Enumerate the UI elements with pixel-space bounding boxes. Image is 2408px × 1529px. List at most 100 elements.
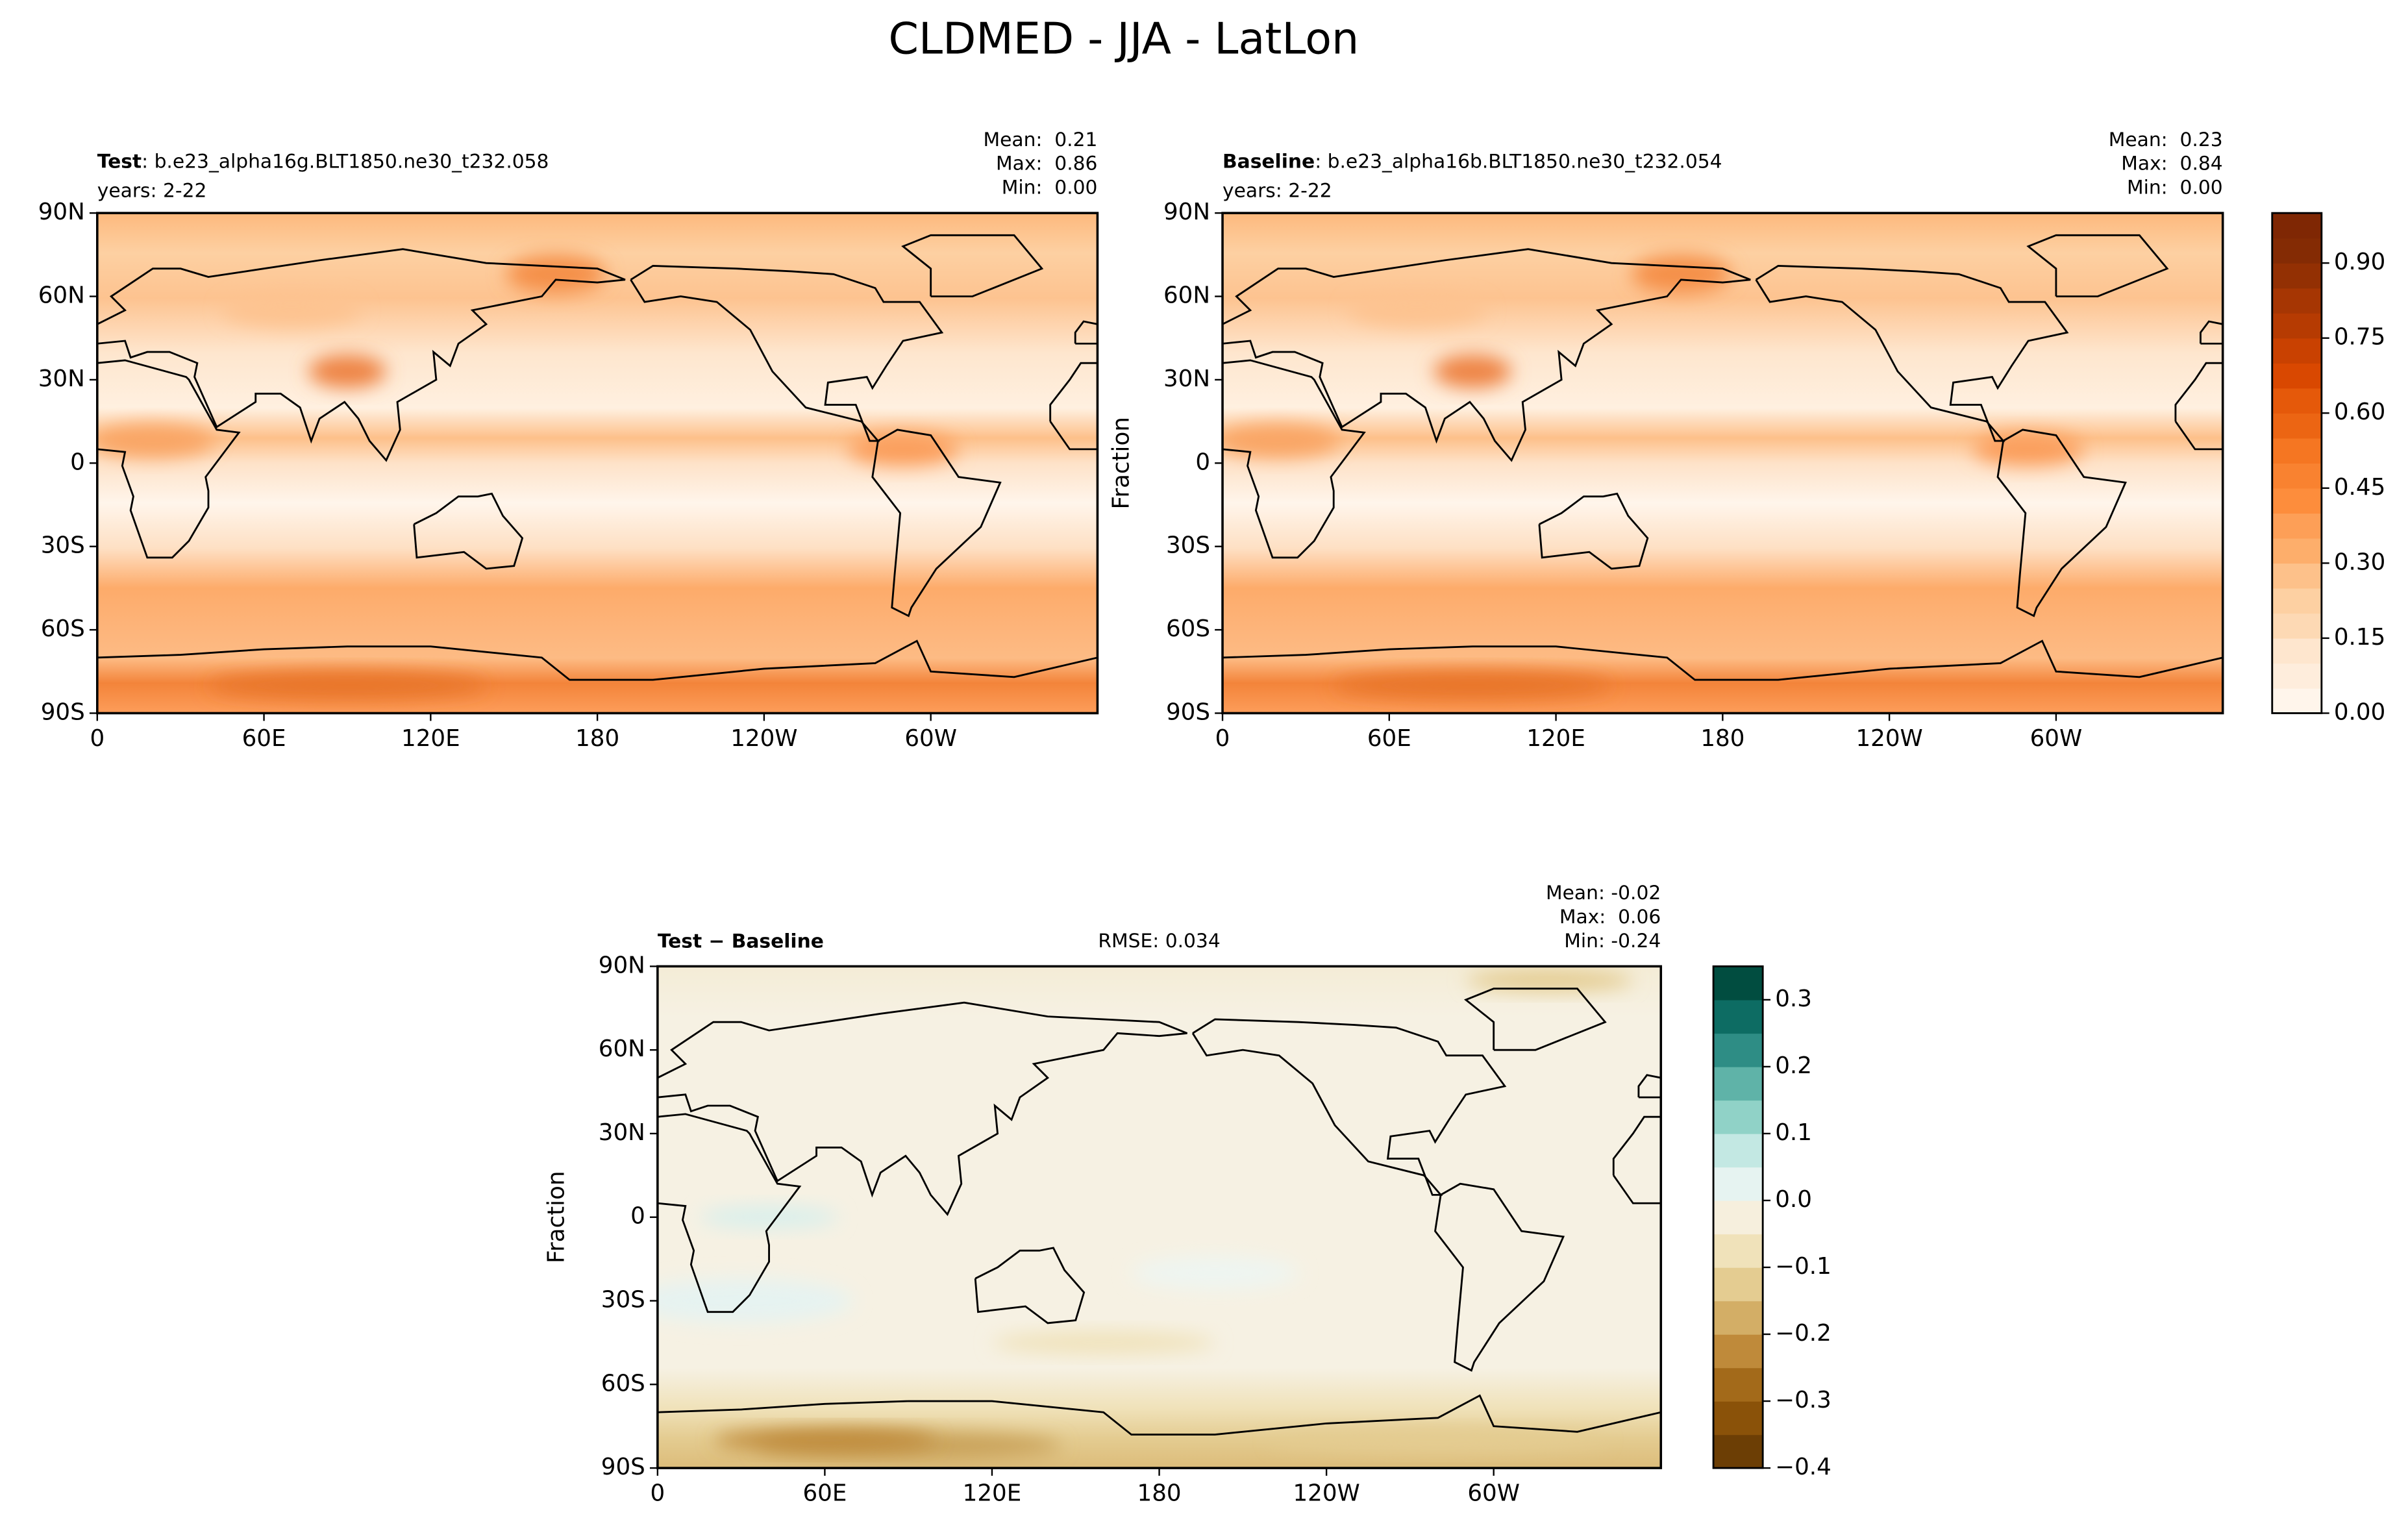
y-tick-label: 90S — [1166, 699, 1210, 725]
y-tick-label: 0 — [1195, 449, 1210, 475]
panel-title: Baseline: b.e23_alpha16b.BLT1850.ne30_t2… — [1223, 150, 1722, 173]
y-tick-label: 30S — [41, 532, 85, 559]
panel-title: Test: b.e23_alpha16g.BLT1850.ne30_t232.0… — [97, 150, 549, 173]
colorbar-level — [1713, 1334, 1763, 1369]
y-tick-label: 90S — [601, 1454, 645, 1480]
colorbar-level — [1713, 999, 1763, 1034]
colorbar-level — [1713, 1133, 1763, 1168]
y-tick-label: 90N — [1163, 199, 1210, 225]
field-patch — [713, 1428, 937, 1452]
colorbar-frame — [1712, 965, 1764, 1469]
colorbar-level — [1713, 1300, 1763, 1335]
coastline — [1637, 1074, 1661, 1099]
field-patch — [308, 354, 386, 388]
panel-subtitle: : b.e23_alpha16b.BLT1850.ne30_t232.054 — [1315, 150, 1722, 173]
colorbar-level — [2272, 688, 2322, 714]
y-tick-label: 60S — [1166, 615, 1210, 642]
coastline — [1996, 429, 2127, 617]
map-field — [1223, 213, 2223, 714]
panel-title: Test − Baseline — [658, 930, 824, 952]
stat-label: Max: 0.06 — [1559, 906, 1661, 928]
colorbar-level — [2272, 663, 2322, 689]
colorbar-level — [2272, 238, 2322, 264]
panel-subtitle: : b.e23_alpha16g.BLT1850.ne30_t232.058 — [142, 150, 549, 173]
field-patch — [1334, 671, 1612, 700]
coastline — [1755, 264, 2069, 442]
field-patch — [991, 1331, 1215, 1354]
y-tick-label: 60N — [38, 282, 85, 309]
coastline — [97, 359, 241, 559]
colorbar-level — [2272, 338, 2322, 364]
y-tick-label: 90S — [41, 699, 85, 725]
x-tick-label: 60W — [1467, 1480, 1520, 1506]
x-tick-label: 120E — [963, 1480, 1022, 1506]
x-tick-label: 180 — [1137, 1480, 1182, 1506]
panel-note: years: 2-22 — [1223, 179, 1332, 202]
y-tick-label: 90N — [38, 199, 85, 225]
field-patch — [1465, 969, 1633, 992]
y-tick-label: 90N — [599, 952, 645, 978]
panel-title-bold: Test — [97, 150, 142, 173]
y-tick-label: 0 — [630, 1203, 645, 1230]
y-tick-label: 30N — [599, 1119, 645, 1146]
stat-label: Max: 0.84 — [2121, 153, 2222, 175]
coastline — [657, 1113, 802, 1313]
coastline — [1191, 1018, 1507, 1196]
colorbar-tick-label: 0.30 — [2334, 549, 2385, 575]
stat-label: Max: 0.86 — [996, 153, 1097, 175]
field-patch — [222, 293, 362, 327]
field-background — [97, 213, 1098, 714]
colorbar-level — [1713, 1434, 1763, 1469]
x-tick-label: 0 — [1215, 725, 1230, 752]
colorbar-level — [1713, 1367, 1763, 1402]
colorbar-tick-label: 0.2 — [1775, 1052, 1812, 1079]
stat-label: Min: 0.00 — [1002, 177, 1098, 199]
y-tick-label: 0 — [70, 449, 85, 475]
coastline — [1434, 1182, 1565, 1372]
field-patch — [847, 432, 959, 466]
x-tick-label: 60W — [904, 725, 957, 752]
colorbar-level — [2272, 388, 2322, 414]
colorbar-level — [1713, 1401, 1763, 1436]
colorbar-level — [1713, 1167, 1763, 1201]
field-patch — [505, 255, 606, 294]
coastline — [630, 264, 944, 442]
coastline — [2200, 320, 2223, 345]
y-tick-label: 60N — [599, 1036, 645, 1062]
x-tick-label: 180 — [575, 725, 619, 752]
x-tick-label: 0 — [90, 725, 105, 752]
colorbar-level — [1713, 1100, 1763, 1134]
field-patch — [97, 424, 214, 458]
colorbar-tick-label: 0.1 — [1775, 1119, 1812, 1146]
colorbar-level — [2272, 613, 2322, 639]
field-patch — [1223, 424, 1339, 458]
coastline — [1223, 248, 1751, 462]
stat-label: Min: -0.24 — [1564, 930, 1661, 952]
field-background — [1223, 213, 2223, 714]
y-tick-label: 60S — [41, 615, 85, 642]
field-patch — [1631, 255, 1732, 294]
coastline — [97, 248, 626, 462]
colorbar-tick-label: 0.45 — [2334, 474, 2385, 501]
colorbar-tick-label: −0.1 — [1775, 1253, 1831, 1280]
y-axis-label: Fraction — [1108, 417, 1134, 509]
colorbar-level — [2272, 213, 2322, 239]
coastline — [871, 429, 1002, 617]
coastline — [657, 1394, 1661, 1436]
colorbar-tick-label: −0.3 — [1775, 1387, 1831, 1413]
x-tick-label: 120W — [1293, 1480, 1359, 1506]
map-field — [657, 966, 1661, 1469]
stat-label: Mean: -0.02 — [1546, 882, 1661, 904]
figure-title: CLDMED - JJA - LatLon — [889, 13, 1359, 64]
colorbar-level — [1713, 1234, 1763, 1268]
coastline — [1538, 492, 1649, 570]
field-patch — [1347, 293, 1487, 327]
x-tick-label: 60W — [2030, 725, 2083, 752]
x-tick-label: 120E — [1526, 725, 1585, 752]
y-tick-label: 30S — [601, 1287, 645, 1313]
y-tick-label: 60S — [601, 1370, 645, 1397]
colorbar-level — [2272, 538, 2322, 564]
colorbar-level — [2272, 363, 2322, 389]
coastline — [2174, 362, 2223, 451]
